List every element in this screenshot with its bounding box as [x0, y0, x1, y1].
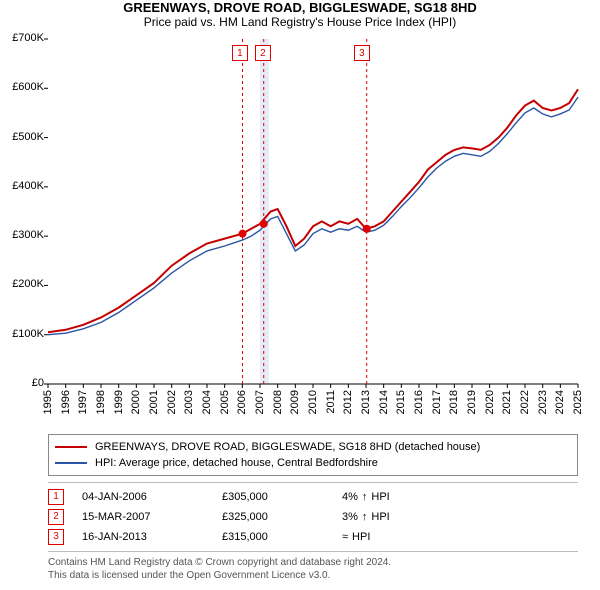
x-axis-label: 2004: [201, 390, 213, 414]
y-axis-label: £400K: [0, 180, 44, 192]
x-axis-label: 2024: [554, 390, 566, 414]
x-axis-label: 2015: [395, 390, 407, 414]
x-axis-label: 2023: [537, 390, 549, 414]
event-comparison: 3%↑HPI: [342, 507, 462, 527]
legend-label: HPI: Average price, detached house, Cent…: [95, 455, 378, 471]
x-axis-label: 2001: [148, 390, 160, 414]
x-axis-label: 2019: [466, 390, 478, 414]
events-table: 104-JAN-2006£305,0004%↑HPI215-MAR-2007£3…: [48, 482, 578, 552]
y-axis-label: £700K: [0, 32, 44, 44]
x-axis-label: 2021: [501, 390, 513, 414]
x-axis-label: 1998: [95, 390, 107, 414]
x-axis-label: 2007: [254, 390, 266, 414]
x-axis-label: 2002: [166, 390, 178, 414]
footer-line-1: Contains HM Land Registry data © Crown c…: [48, 556, 578, 569]
event-date: 04-JAN-2006: [82, 487, 222, 507]
event-row: 1 04-JAN-2006£305,0004%↑HPI: [48, 487, 578, 507]
y-axis-label: £500K: [0, 131, 44, 143]
y-axis-label: £100K: [0, 328, 44, 340]
x-axis-label: 2009: [289, 390, 301, 414]
event-number-box: 2: [48, 509, 64, 525]
series-hpi: [48, 97, 578, 335]
arrow-icon: ↑: [362, 487, 368, 507]
footer-line-2: This data is licensed under the Open Gov…: [48, 569, 578, 582]
x-axis-label: 1999: [113, 390, 125, 414]
event-percent: 3%: [342, 507, 358, 527]
event-number-box: 1: [48, 489, 64, 505]
legend-label: GREENWAYS, DROVE ROAD, BIGGLESWADE, SG18…: [95, 439, 480, 455]
event-suffix: HPI: [371, 507, 389, 527]
x-axis-label: 2003: [183, 390, 195, 414]
event-comparison: 4%↑HPI: [342, 487, 462, 507]
x-axis-label: 2025: [572, 390, 584, 414]
event-row: 3 16-JAN-2013£315,000≈HPI: [48, 527, 578, 547]
x-axis-label: 2006: [236, 390, 248, 414]
x-axis-label: 2011: [325, 390, 337, 414]
y-axis-label: £200K: [0, 278, 44, 290]
x-axis-label: 2016: [413, 390, 425, 414]
arrow-icon: ≈: [342, 527, 348, 547]
legend-item: HPI: Average price, detached house, Cent…: [55, 455, 571, 471]
event-price: £325,000: [222, 507, 342, 527]
x-axis-label: 2012: [342, 390, 354, 414]
chart-subtitle: Price paid vs. HM Land Registry's House …: [0, 15, 600, 29]
event-marker-dot: [239, 230, 247, 238]
x-axis-label: 2005: [219, 390, 231, 414]
y-axis-label: £300K: [0, 229, 44, 241]
attribution-footer: Contains HM Land Registry data © Crown c…: [48, 556, 578, 582]
event-row: 2 15-MAR-2007£325,0003%↑HPI: [48, 507, 578, 527]
event-comparison: ≈HPI: [342, 527, 462, 547]
event-date: 15-MAR-2007: [82, 507, 222, 527]
x-axis-label: 2008: [272, 390, 284, 414]
x-axis-label: 1995: [42, 390, 54, 414]
event-number-box: 3: [48, 529, 64, 545]
x-axis-label: 2014: [378, 390, 390, 414]
event-suffix: HPI: [371, 487, 389, 507]
x-axis-label: 1996: [60, 390, 72, 414]
x-axis-label: 2017: [431, 390, 443, 414]
arrow-icon: ↑: [362, 507, 368, 527]
y-axis-label: £0: [0, 377, 44, 389]
x-axis-label: 2010: [307, 390, 319, 414]
legend-box: GREENWAYS, DROVE ROAD, BIGGLESWADE, SG18…: [48, 434, 578, 476]
x-axis-label: 2020: [484, 390, 496, 414]
x-axis-label: 2013: [360, 390, 372, 414]
event-marker-dot: [363, 225, 371, 233]
x-axis-label: 1997: [77, 390, 89, 414]
event-price: £315,000: [222, 527, 342, 547]
x-axis-label: 2022: [519, 390, 531, 414]
event-price: £305,000: [222, 487, 342, 507]
x-axis-label: 2018: [448, 390, 460, 414]
chart-container: GREENWAYS, DROVE ROAD, BIGGLESWADE, SG18…: [0, 0, 600, 590]
event-suffix: HPI: [352, 527, 370, 547]
chart-plot-area: £0 £100K £200K £300K £400K £500K £600K £700K 199…: [0, 33, 600, 428]
series-price_paid: [48, 89, 578, 332]
x-axis-label: 2000: [130, 390, 142, 414]
event-marker-dot: [260, 220, 268, 228]
event-percent: 4%: [342, 487, 358, 507]
legend-swatch: [55, 462, 87, 464]
legend-item: GREENWAYS, DROVE ROAD, BIGGLESWADE, SG18…: [55, 439, 571, 455]
event-date: 16-JAN-2013: [82, 527, 222, 547]
chart-title: GREENWAYS, DROVE ROAD, BIGGLESWADE, SG18…: [0, 0, 600, 15]
y-axis-label: £600K: [0, 81, 44, 93]
legend-swatch: [55, 446, 87, 448]
